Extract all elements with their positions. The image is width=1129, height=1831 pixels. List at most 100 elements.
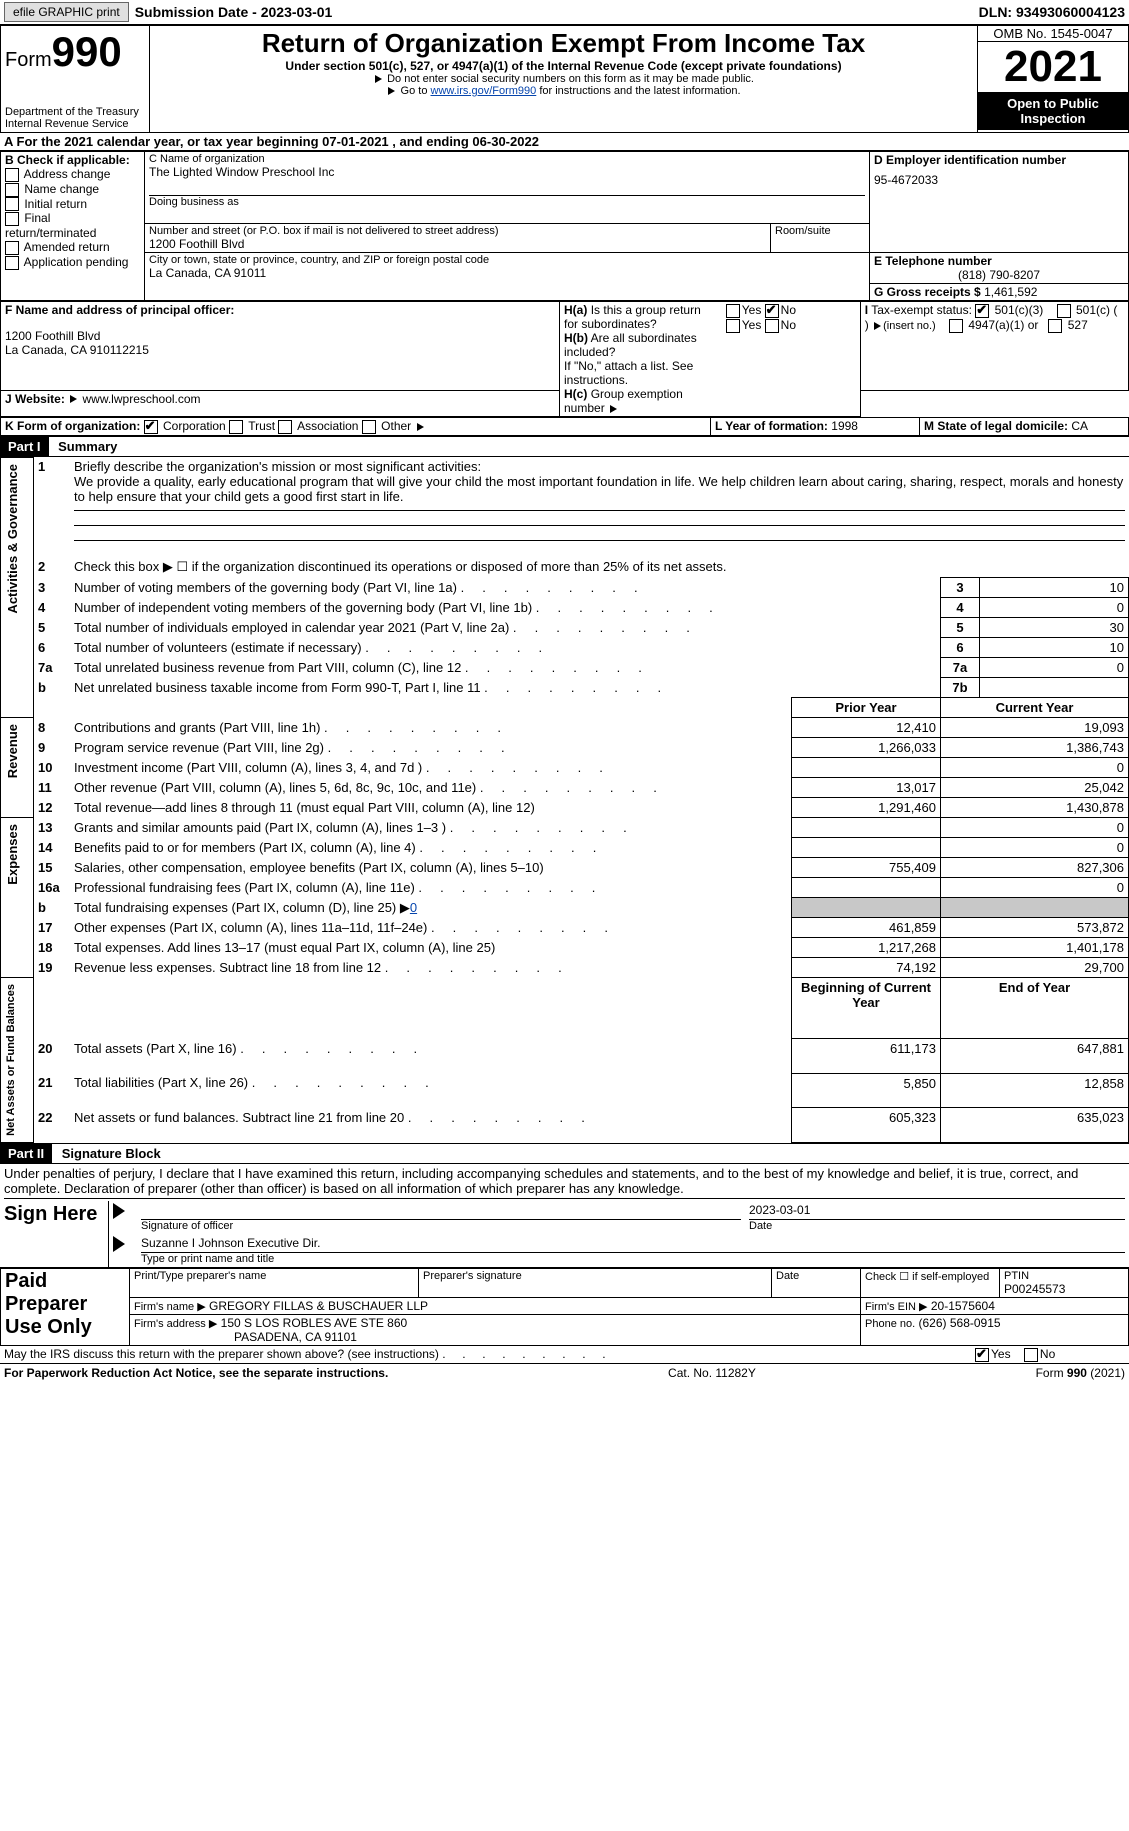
current-10: 0 xyxy=(941,758,1129,778)
arrow-icon xyxy=(417,423,424,431)
checkbox-initial[interactable] xyxy=(5,197,19,211)
checkbox-501c3[interactable] xyxy=(975,304,989,318)
checkbox-corp[interactable] xyxy=(144,420,158,434)
checkbox-final[interactable] xyxy=(5,212,19,226)
checkbox-addr-change[interactable] xyxy=(5,168,19,182)
line-num: 11 xyxy=(38,780,52,795)
discuss-text: May the IRS discuss this return with the… xyxy=(4,1347,606,1361)
col-current-year: Current Year xyxy=(941,698,1129,718)
state-domicile: CA xyxy=(1071,419,1088,433)
checkbox-501c[interactable] xyxy=(1057,304,1071,318)
label-hc: H(c) xyxy=(564,387,587,401)
line-num: 21 xyxy=(38,1075,52,1090)
cell-label: 4 xyxy=(941,598,980,618)
part2-header-row: Part II Signature Block xyxy=(0,1143,1129,1164)
checkbox-trust[interactable] xyxy=(229,420,243,434)
line-num: 22 xyxy=(38,1110,52,1125)
prior-8: 12,410 xyxy=(792,718,941,738)
form-title: Return of Organization Exempt From Incom… xyxy=(154,28,973,59)
label-ha: H(a) xyxy=(564,303,587,317)
line7b-text: Net unrelated business taxable income fr… xyxy=(74,680,661,695)
prep-sig-label: Preparer's signature xyxy=(423,1270,767,1282)
footer-right: Form 990 (2021) xyxy=(1036,1366,1125,1380)
line-num: b xyxy=(38,900,46,915)
side-net-assets: Net Assets or Fund Balances xyxy=(5,980,17,1140)
line-a-tax-year: A For the 2021 calendar year, or tax yea… xyxy=(0,133,1129,151)
current-14: 0 xyxy=(941,838,1129,858)
checkbox-discuss-yes[interactable] xyxy=(975,1348,989,1362)
line-num: 16a xyxy=(38,880,60,895)
website-value: www.lwpreschool.com xyxy=(83,392,201,406)
label-address: Number and street (or P.O. box if mail i… xyxy=(149,225,766,237)
checkbox-other[interactable] xyxy=(362,420,376,434)
dept-treasury: Department of the Treasury xyxy=(5,106,145,118)
form-label: Form990 xyxy=(5,28,145,76)
sig-date-value: 2023-03-01 xyxy=(749,1203,1125,1220)
label-l: L Year of formation: xyxy=(715,419,828,433)
line6-text: Total number of volunteers (estimate if … xyxy=(74,640,542,655)
checkbox-assoc[interactable] xyxy=(278,420,292,434)
firm-name-label: Firm's name ▶ xyxy=(134,1301,206,1313)
checkbox-app-pending[interactable] xyxy=(5,256,19,270)
firm-ein-label: Firm's EIN ▶ xyxy=(865,1301,928,1313)
line3-text: Number of voting members of the governin… xyxy=(74,580,638,595)
irs-link[interactable]: www.irs.gov/Form990 xyxy=(431,85,537,97)
label-k: K Form of organization: xyxy=(5,419,140,433)
checkbox-discuss-no[interactable] xyxy=(1024,1348,1038,1362)
line-num: 4 xyxy=(38,600,45,615)
line9-text: Program service revenue (Part VIII, line… xyxy=(74,740,505,755)
arrow-icon xyxy=(388,87,395,95)
line-num: 12 xyxy=(38,800,52,815)
checkbox-name-change[interactable] xyxy=(5,183,19,197)
paid-preparer-label: Paid Preparer Use Only xyxy=(1,1269,130,1346)
prior-16a xyxy=(792,878,941,898)
line-num: 17 xyxy=(38,920,52,935)
tax-exempt-label: Tax-exempt status: xyxy=(871,303,972,317)
efile-print-button[interactable]: efile GRAPHIC print xyxy=(4,2,129,22)
prior-14 xyxy=(792,838,941,858)
prior-17: 461,859 xyxy=(792,918,941,938)
label-amended: Amended return xyxy=(24,240,110,254)
address-value: 1200 Foothill Blvd xyxy=(149,237,766,251)
line-num: 5 xyxy=(38,620,45,635)
prior-9: 1,266,033 xyxy=(792,738,941,758)
checkbox-hb-yes[interactable] xyxy=(726,319,740,333)
arrow-icon xyxy=(113,1236,125,1252)
submission-date: Submission Date - 2023-03-01 xyxy=(135,4,333,20)
gross-receipts-value: 1,461,592 xyxy=(984,285,1037,299)
line20-text: Total assets (Part X, line 16) xyxy=(74,1041,417,1056)
label-city: City or town, state or province, country… xyxy=(149,254,865,266)
part2-title: Signature Block xyxy=(62,1146,161,1161)
value-6: 10 xyxy=(980,638,1129,658)
label-ein: D Employer identification number xyxy=(874,153,1124,167)
identification-table: B Check if applicable: Address change Na… xyxy=(0,151,1129,301)
line-num: 9 xyxy=(38,740,45,755)
checkbox-ha-no[interactable] xyxy=(765,304,779,318)
checkbox-amended[interactable] xyxy=(5,241,19,255)
line-num: 14 xyxy=(38,840,52,855)
checkbox-hb-no[interactable] xyxy=(765,319,779,333)
end-21: 12,858 xyxy=(941,1073,1129,1108)
line21-text: Total liabilities (Part X, line 26) xyxy=(74,1075,429,1090)
label-a: A xyxy=(4,134,13,149)
label-addr-change: Address change xyxy=(24,167,111,181)
firm-ein: 20-1575604 xyxy=(931,1299,995,1313)
line15-text: Salaries, other compensation, employee b… xyxy=(70,858,792,878)
line19-text: Revenue less expenses. Subtract line 18 … xyxy=(74,960,562,975)
name-title-label: Type or print name and title xyxy=(141,1253,1125,1265)
note-goto-link: Go to www.irs.gov/Form990 for instructio… xyxy=(154,85,973,97)
part1-header-row: Part I Summary xyxy=(0,436,1129,457)
date-label: Date xyxy=(776,1270,856,1282)
current-11: 25,042 xyxy=(941,778,1129,798)
value-4: 0 xyxy=(980,598,1129,618)
firm-phone: (626) 568-0915 xyxy=(919,1316,1001,1330)
form-org-table: K Form of organization: Corporation Trus… xyxy=(0,417,1129,436)
line-num: 7a xyxy=(38,660,52,675)
checkbox-ha-yes[interactable] xyxy=(726,304,740,318)
firm-addr-label: Firm's address ▶ xyxy=(134,1318,217,1330)
checkbox-4947[interactable] xyxy=(949,319,963,333)
begin-22: 605,323 xyxy=(792,1108,941,1143)
prior-11: 13,017 xyxy=(792,778,941,798)
checkbox-527[interactable] xyxy=(1048,319,1062,333)
sign-here-table: Sign Here Signature of officer 2023-03-0… xyxy=(0,1201,1129,1268)
